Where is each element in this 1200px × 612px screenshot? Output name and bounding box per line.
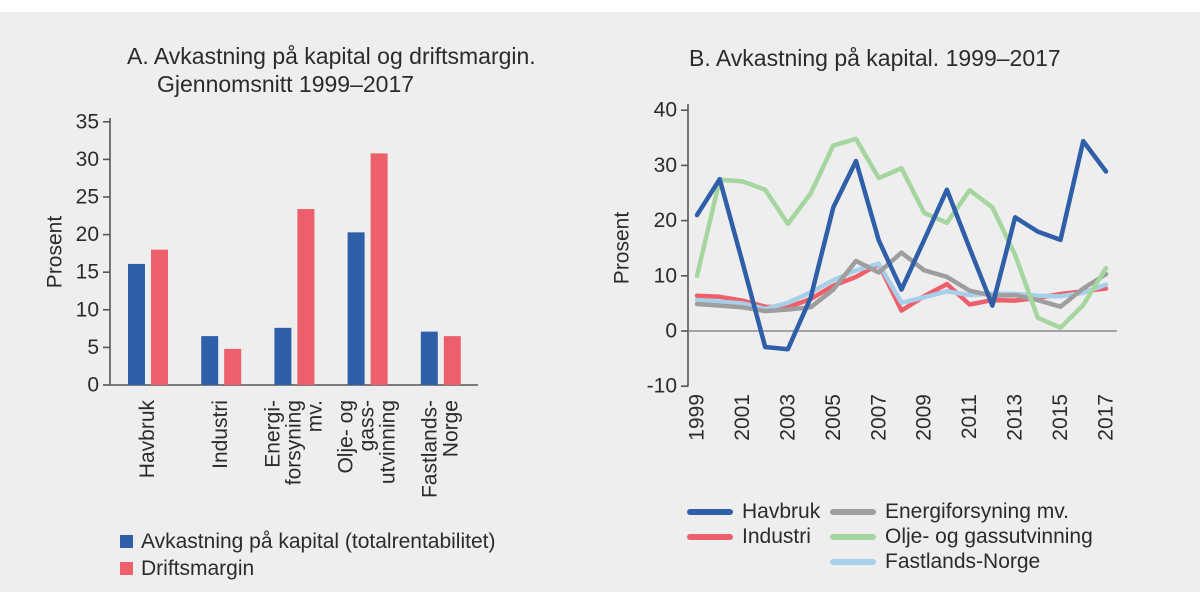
legend-swatch-icon xyxy=(120,535,133,548)
panel-a-category-label: Havbruk xyxy=(136,400,159,479)
panel-b-x-tick-label: 1999 xyxy=(686,394,709,441)
legend-line-swatch-icon xyxy=(830,558,876,565)
panel-a-y-tick-label: 15 xyxy=(76,261,99,284)
bar-driftsmargin-0 xyxy=(151,249,168,385)
legend-line-swatch-icon xyxy=(687,533,733,540)
panel-b-ylabel: Prosent xyxy=(611,212,634,285)
bar-avkastning-1 xyxy=(201,336,219,385)
panel-a-title-line1: A. Avkastning på kapital og driftsmargin… xyxy=(127,43,536,69)
panel-b-x-tick-label: 2013 xyxy=(1004,394,1027,441)
panel-a-legend-item: Avkastning på kapital (totalrentabilitet… xyxy=(120,528,495,555)
bar-avkastning-4 xyxy=(420,331,438,385)
charts-canvas: 0 5 10 15 20 25 30 35 Havbruk Industri Energi-fors… xyxy=(44,99,1118,498)
line-olje-og-gassutvinning xyxy=(694,136,1109,330)
panel-b-x-tick-label: 2001 xyxy=(731,394,754,441)
line-energiforsyning-mv- xyxy=(694,250,1109,314)
panel-b-title: B. Avkastning på kapital. 1999–2017 xyxy=(689,45,1061,71)
bar-driftsmargin-3 xyxy=(370,153,388,385)
panel-a-category-label: forsyning xyxy=(282,400,305,485)
panel-a-legend-label: Avkastning på kapital (totalrentabilitet… xyxy=(141,529,496,553)
bar-avkastning-3 xyxy=(347,232,365,385)
legend-line-swatch-icon xyxy=(830,508,876,515)
figure-panel: 0 5 10 15 20 25 30 35 Havbruk Industri Energi-fors… xyxy=(0,12,1200,592)
panel-a-legend-label: Driftsmargin xyxy=(141,556,255,580)
panel-a-y-tick-label: 10 xyxy=(76,298,99,321)
panel-a-y-tick-label: 20 xyxy=(76,223,99,246)
panel-a-category-label: gass- xyxy=(356,400,379,451)
panel-a-y-tick-label: 30 xyxy=(76,148,99,171)
panel-b-x-tick-label: 2005 xyxy=(822,394,845,441)
panel-b-x-tick-label: 2015 xyxy=(1049,394,1072,441)
panel-a-title: A. Avkastning på kapital og driftsmargin… xyxy=(127,42,536,98)
legend-swatch-icon xyxy=(120,562,133,575)
panel-b-legend-label: Fastlands-Norge xyxy=(885,549,1041,573)
panel-b-x-tick-label: 2007 xyxy=(867,394,890,441)
panel-a-category-label: utvinning xyxy=(377,400,400,484)
panel-b-legend-item: Havbruk xyxy=(687,499,830,524)
panel-b-y-tick-label: 10 xyxy=(654,264,677,287)
panel-b-legend-column: Havbruk Industri xyxy=(687,499,830,574)
panel-a-y-tick-label: 35 xyxy=(76,110,99,133)
legend-line-swatch-icon xyxy=(687,508,733,515)
panel-b-legend-label: Havbruk xyxy=(742,499,821,523)
panel-b-x-tick-label: 2009 xyxy=(913,394,936,441)
panel-b-y-tick-label: 0 xyxy=(665,320,677,343)
panel-a-category-label: Norge xyxy=(439,400,462,457)
panel-a-title-line2: Gjennomsnitt 1999–2017 xyxy=(157,71,415,97)
panel-b-x-tick-label: 2017 xyxy=(1094,394,1117,441)
panel-b-legend-item: Olje- og gassutvinning xyxy=(830,524,1093,549)
panel-b-y-tick-label: -10 xyxy=(647,375,677,398)
panel-a-y-tick-label: 25 xyxy=(76,186,99,209)
panel-b-y-tick-label: 20 xyxy=(654,209,677,232)
panel-a-y-tick-label: 5 xyxy=(87,336,99,359)
panel-b-legend-item: Industri xyxy=(687,524,830,549)
panel-a-category-label: Industri xyxy=(209,400,232,469)
panel-a-category-label: Fastlands- xyxy=(418,400,441,498)
bar-driftsmargin-1 xyxy=(224,348,242,385)
bar-driftsmargin-4 xyxy=(443,336,461,385)
panel-b-legend-item: Energiforsyning mv. xyxy=(830,499,1093,524)
panel-a-legend-item: Driftsmargin xyxy=(120,555,495,582)
panel-a-legend: Avkastning på kapital (totalrentabilitet… xyxy=(120,528,495,582)
legend-line-swatch-icon xyxy=(830,533,876,540)
bar-avkastning-2 xyxy=(274,327,292,385)
panel-b-x-tick-label: 2011 xyxy=(958,394,981,439)
panel-b-y-tick-label: 40 xyxy=(654,99,677,122)
panel-a-ylabel: Prosent xyxy=(44,216,67,289)
panel-b-y-tick-label: 30 xyxy=(654,154,677,177)
panel-b-legend-label: Olje- og gassutvinning xyxy=(885,524,1093,548)
panel-b-legend-label: Energiforsyning mv. xyxy=(885,499,1070,523)
panel-b-legend: Havbruk Industri Energiforsyning mv. Olje- … xyxy=(687,499,1093,574)
bar-driftsmargin-2 xyxy=(297,209,315,385)
panel-b-legend-label: Industri xyxy=(742,524,811,548)
line-havbruk xyxy=(694,138,1109,352)
bar-avkastning-0 xyxy=(128,263,145,385)
panel-b-legend-item: Fastlands-Norge xyxy=(830,549,1093,574)
panel-b-x-tick-label: 2003 xyxy=(776,394,799,441)
panel-b-legend-column: Energiforsyning mv. Olje- og gassutvinnin… xyxy=(830,499,1093,574)
panel-a-y-tick-label: 0 xyxy=(87,374,99,397)
panel-a-category-label: Olje- og xyxy=(335,400,358,474)
panel-a-category-label: mv. xyxy=(303,400,326,432)
panel-a-category-label: Energi- xyxy=(261,400,284,468)
